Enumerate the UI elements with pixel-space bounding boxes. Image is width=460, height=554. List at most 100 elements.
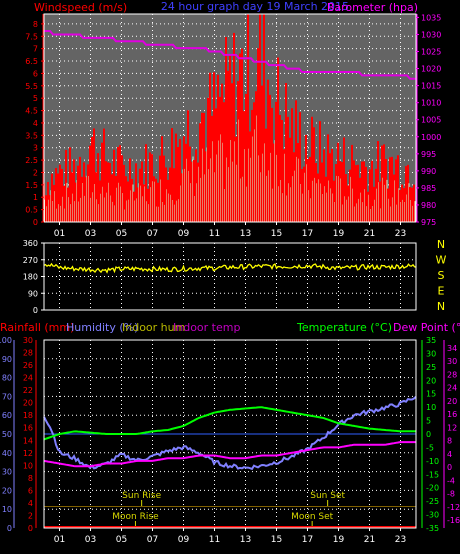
indoor-temp-tick-label: 34 [447,344,457,353]
temperature-tick-label: 20 [426,376,436,385]
temp-xtick-label: 23 [395,535,406,545]
windspeed-tick-label: 8 [33,20,38,29]
barometer-tick-label: 1025 [421,48,441,57]
dewpoint-axis-label: Dew Point (°C) [393,321,460,334]
temperature-tick-label: 5 [426,417,431,426]
dewpoint-line [43,441,416,468]
temperature-tick-label: 30 [426,349,436,358]
compass-label: S [438,269,445,282]
temp-xtick-label: 15 [271,535,282,545]
humidity-tick-label: 50 [2,430,12,439]
windspeed-tick-label: 7 [33,45,38,54]
indoor-temp-tick-label: 28 [447,370,457,379]
barometer-axis-label: Barometer (hpa) [327,1,418,14]
compass-label: W [436,254,447,267]
barometer-tick-label: 990 [421,167,436,176]
temperature-tick-label: 35 [426,336,436,345]
temperature-tick-label: 10 [426,403,436,412]
rainfall-tick-label: 14 [23,436,33,445]
temp-plot-frame [43,339,417,529]
temp-xtick-label: 19 [333,535,345,545]
temperature-tick-label: -30 [426,511,439,520]
temp-xtick-label: 03 [85,535,96,545]
indoor-temp-label: Indoor temp [173,321,240,334]
humidity-tick-label: 20 [2,486,12,495]
humidity-tick-label: 60 [2,411,12,420]
temp-xtick-label: 21 [364,535,375,545]
windspeed-tick-label: 4 [33,119,38,128]
wind-xtick-label: 17 [302,229,313,239]
indoor-temp-tick-label: 4 [447,450,452,459]
wind-xtick-label: 07 [147,229,158,239]
windspeed-tick-label: 2.5 [25,156,38,165]
compass-label: N [437,238,445,251]
indoor-temp-tick-label: -16 [447,516,460,525]
humidity-tick-label: 10 [2,505,12,514]
temp-x-axis-ticks: 01 03 05 07 09 11 13 15 17 19 21 23 [54,528,406,545]
temp-xtick-label: 07 [147,535,158,545]
temperature-tick-label: -35 [426,524,439,533]
compass-label: N [437,300,445,313]
direction-axis-ticks: 0 90 180 270 360 [23,239,44,315]
windspeed-tick-label: 1 [33,193,38,202]
direction-tick-label: 180 [23,273,38,282]
barometer-tick-label: 1015 [421,82,441,91]
windspeed-tick-label: 4.5 [25,107,38,116]
rainfall-tick-label: 22 [23,386,33,395]
temperature-tick-label: 0 [426,430,431,439]
rainfall-tick-label: 26 [23,361,33,370]
temp-xtick-label: 17 [302,535,313,545]
barometer-tick-label: 1020 [421,65,441,74]
humidity-tick-label: 70 [2,392,12,401]
temperature-tick-label: -15 [426,470,439,479]
windspeed-tick-label: 3.5 [25,131,38,140]
temperature-tick-label: -10 [426,457,439,466]
temperature-tick-label: 15 [426,390,436,399]
barometer-tick-label: 985 [421,184,436,193]
barometer-tick-label: 1030 [421,30,441,39]
windspeed-tick-label: 5 [33,94,38,103]
windspeed-tick-label: 3 [33,144,38,153]
wind-xtick-label: 23 [395,229,406,239]
temperature-tick-label: -5 [426,443,434,452]
astro-label: Moon Set [291,512,334,522]
windspeed-tick-label: 6 [33,69,38,78]
wind-xtick-label: 09 [178,229,190,239]
wind-xtick-label: 05 [116,229,127,239]
humidity-tick-label: 40 [2,449,12,458]
rainfall-tick-label: 6 [28,486,33,495]
temp-xtick-label: 01 [54,535,65,545]
temp-xtick-label: 11 [209,535,220,545]
direction-tick-label: 90 [28,289,38,298]
indoor-temp-tick-label: 24 [447,384,457,393]
temperature-tick-label: -25 [426,497,439,506]
barometer-tick-label: 1005 [421,116,441,125]
barometer-tick-label: 1010 [421,99,441,108]
rainfall-axis-label: Rainfall (mm) [0,321,74,334]
temp-xtick-label: 09 [178,535,190,545]
barometer-axis-ticks: 975 980 985 990 995 1000 1005 1010 1015 1020 1025 1… [416,13,441,227]
direction-plot-area [44,243,416,310]
humidity-tick-label: 0 [7,524,12,533]
wind-xtick-label: 03 [85,229,96,239]
windspeed-tick-label: 1.5 [25,181,38,190]
windspeed-tick-label: 0 [33,218,38,227]
indoor-temp-tick-label: 16 [447,410,457,419]
humidity-tick-label: 90 [2,355,12,364]
wind-xtick-label: 11 [209,229,220,239]
barometer-tick-label: 1035 [421,13,441,22]
indoor-temp-tick-label: -12 [447,503,460,512]
direction-tick-label: 0 [33,306,38,315]
barometer-tick-label: 980 [421,201,436,210]
indoor-temp-tick-label: 20 [447,397,457,406]
temperature-line [43,406,416,441]
rainfall-tick-label: 30 [23,336,33,345]
indoor-temp-tick-label: -4 [447,476,455,485]
temperature-axis-label: Temperature (°C) [296,321,392,334]
wind-direction-line [43,262,417,274]
indoor-hum-label: Indoor hum [122,321,185,334]
wind-xtick-label: 21 [364,229,375,239]
windspeed-tick-label: 2 [33,168,38,177]
indoor-temp-tick-label: -8 [447,490,455,499]
rainfall-tick-label: 10 [23,461,33,470]
